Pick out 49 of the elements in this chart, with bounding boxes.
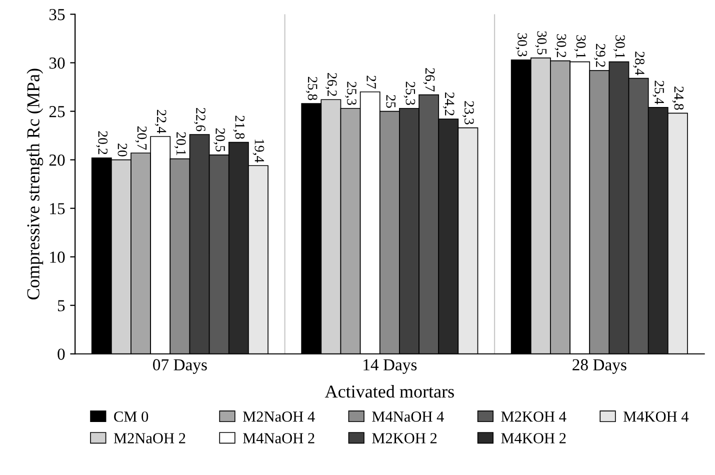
data-label: 20,1 — [174, 132, 186, 156]
x-tick-label: 14 Days — [364, 359, 417, 374]
data-label: 25,8 — [306, 76, 318, 100]
y-tick-label: 30 — [49, 57, 65, 69]
y-tick-label: 15 — [50, 203, 65, 214]
legend-label: M4KOH 2 — [501, 433, 566, 444]
y-axis-title: Compressive strength Rc (MPa) — [26, 68, 44, 300]
x-axis-title: Activated mortars — [324, 384, 454, 398]
data-label: 22,6 — [194, 108, 206, 132]
data-label: 22,4 — [154, 110, 166, 134]
data-label: 19,4 — [252, 140, 264, 162]
data-label: 23,3 — [462, 101, 474, 124]
legend-label: M2NaOH 2 — [114, 433, 186, 444]
data-label: 25 — [386, 95, 396, 108]
legend-label: M2NaOH 4 — [242, 412, 315, 422]
y-tick-label: 25 — [49, 106, 65, 118]
y-tick-label: 10 — [50, 252, 65, 263]
data-label: 27 — [366, 76, 376, 89]
data-label: 30,2 — [554, 34, 566, 58]
data-label: 26,2 — [325, 73, 337, 96]
y-tick-label: 35 — [49, 8, 65, 20]
data-label: 28,4 — [633, 52, 644, 76]
data-label: 20,7 — [135, 126, 147, 150]
data-label: 25,4 — [652, 80, 664, 104]
legend-label: M4KOH 4 — [623, 412, 689, 422]
data-label: 30,5 — [535, 31, 547, 54]
y-tick-label: 0 — [58, 348, 65, 360]
y-tick-label: 5 — [58, 300, 65, 312]
legend-label: M2KOH 2 — [372, 433, 437, 444]
legend-label: CM 0 — [114, 411, 148, 422]
data-label: 30,1 — [574, 35, 586, 58]
x-tick-label: 28 Days — [572, 359, 626, 374]
legend-label: M2KOH 4 — [501, 412, 566, 422]
data-label: 20,5 — [214, 128, 225, 152]
data-label: 20 — [118, 144, 128, 156]
data-label: 30,1 — [614, 35, 625, 58]
y-tick-label: 20 — [49, 154, 65, 166]
data-label: 25,3 — [345, 82, 356, 105]
data-label: 20,2 — [96, 131, 108, 154]
data-label: 21,8 — [233, 116, 245, 139]
data-label: 25,3 — [404, 82, 416, 105]
data-label: 24,2 — [442, 92, 454, 116]
x-tick-label: 07 Days — [153, 359, 207, 374]
legend-label: M4NaOH 4 — [372, 412, 444, 422]
data-label: 24,8 — [672, 86, 684, 110]
legend-label: M4NaOH 2 — [242, 433, 314, 444]
data-label: 26,7 — [423, 68, 435, 92]
data-label: 29,2 — [594, 44, 606, 67]
data-label: 30,3 — [516, 33, 528, 56]
